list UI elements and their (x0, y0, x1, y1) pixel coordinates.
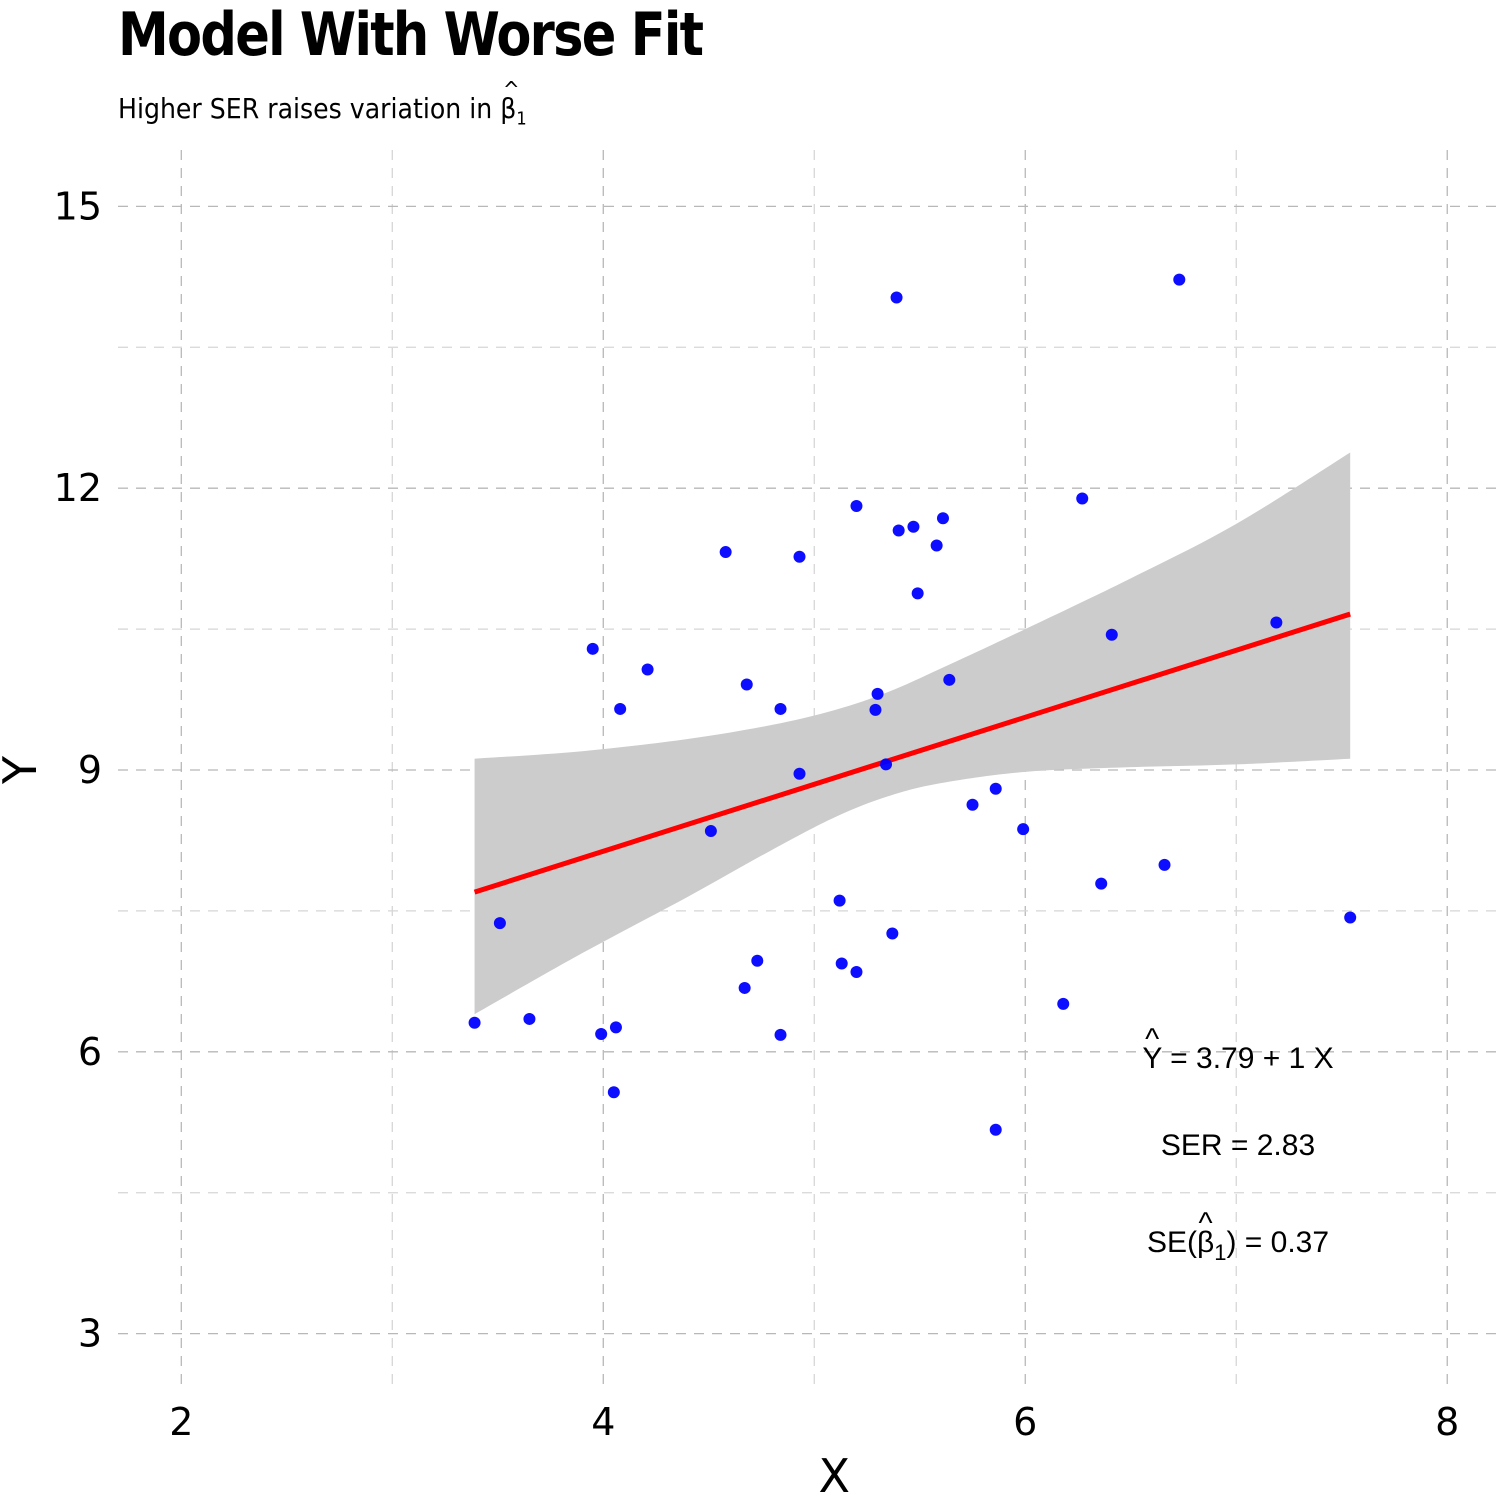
data-point (641, 663, 654, 676)
subtitle-symbol: β (500, 92, 517, 125)
data-point (1158, 858, 1171, 871)
annotation-1: Y = 3.79 + 1 X (1142, 1042, 1333, 1075)
data-point (989, 1123, 1002, 1136)
data-point (1270, 616, 1283, 629)
points-layer (468, 273, 1357, 1136)
data-point (738, 981, 751, 994)
annotation-2: SER = 2.83 (1161, 1129, 1315, 1162)
data-point (523, 1012, 536, 1025)
data-point (719, 546, 732, 559)
data-point (774, 1028, 787, 1041)
y-tick-label: 3 (78, 1312, 102, 1356)
regression-line (473, 611, 1351, 895)
data-point (892, 524, 905, 537)
annotation-part: = 3.79 + 1 X (1162, 1042, 1334, 1075)
annotation-symbol: Y (1142, 1042, 1162, 1075)
data-point (907, 520, 920, 533)
data-point (989, 782, 1002, 795)
data-point (586, 642, 599, 655)
confidence-band (474, 452, 1351, 1015)
data-point (833, 894, 846, 907)
subtitle-subscript: 1 (516, 108, 527, 130)
annotation-text: Y = 3.79 + 1 X (1142, 1042, 1333, 1075)
y-tick-label: 15 (54, 184, 102, 228)
data-point (869, 703, 882, 716)
y-axis-title: Y (0, 755, 47, 785)
x-tick-label: 6 (1013, 1400, 1037, 1444)
data-point (936, 512, 949, 525)
tick-labels: 2 4 6 8 3 6 9 12 15 (54, 184, 1460, 1444)
data-point (1173, 273, 1186, 286)
data-point (468, 1016, 481, 1029)
hat-accent: ^ (502, 78, 520, 103)
annotation-text: SE(β1) = 0.37 (1147, 1226, 1329, 1265)
data-point (850, 965, 863, 978)
data-point (595, 1027, 608, 1040)
fit-line-layer (473, 611, 1351, 895)
annotation-subscript: 1 (1214, 1240, 1226, 1265)
x-tick-label: 8 (1435, 1400, 1459, 1444)
annotation-part: SE( (1147, 1226, 1197, 1259)
x-tick-label: 2 (169, 1400, 193, 1444)
data-point (704, 825, 717, 838)
data-point (1105, 628, 1118, 641)
data-point (1057, 997, 1070, 1010)
data-point (890, 291, 903, 304)
data-point (614, 702, 627, 715)
annotation-part: ) = 0.37 (1226, 1226, 1329, 1259)
x-tick-label: 4 (591, 1400, 615, 1444)
data-point (1095, 877, 1108, 890)
data-point (966, 798, 979, 811)
x-axis-title: X (819, 1449, 851, 1503)
chart-title: Model With Worse Fit (118, 0, 704, 70)
data-point (886, 927, 899, 940)
hat-accent: ^ (1145, 1023, 1159, 1056)
data-point (930, 539, 943, 552)
y-tick-label: 6 (78, 1030, 102, 1074)
data-point (871, 687, 884, 700)
confidence-band-layer (474, 452, 1351, 1015)
annotation-3: SE(β1) = 0.37 (1147, 1226, 1329, 1265)
data-point (609, 1021, 622, 1034)
data-point (1017, 823, 1030, 836)
annotation-symbol: β (1197, 1226, 1214, 1259)
data-point (835, 957, 848, 970)
data-point (793, 767, 806, 780)
data-point (493, 917, 506, 930)
subtitle-beta-hat: ^ β1 (500, 78, 526, 130)
hat-accent: ^ (1199, 1207, 1213, 1240)
chart-subtitle: Higher SER raises variation in ^ β1 (118, 78, 527, 130)
data-point (850, 500, 863, 513)
y-tick-label: 12 (54, 466, 102, 510)
subtitle-text: Higher SER raises variation in (118, 92, 493, 125)
data-point (793, 550, 806, 563)
data-point (911, 587, 924, 600)
data-point (774, 702, 787, 715)
data-point (1344, 911, 1357, 924)
data-point (880, 758, 893, 771)
annotation-text: SER = 2.83 (1161, 1129, 1315, 1162)
data-point (607, 1086, 620, 1099)
data-point (740, 678, 753, 691)
data-point (1076, 492, 1089, 505)
data-point (943, 673, 956, 686)
y-tick-label: 9 (78, 748, 102, 792)
annotation-part: SER = 2.83 (1161, 1129, 1315, 1162)
data-point (751, 954, 764, 967)
